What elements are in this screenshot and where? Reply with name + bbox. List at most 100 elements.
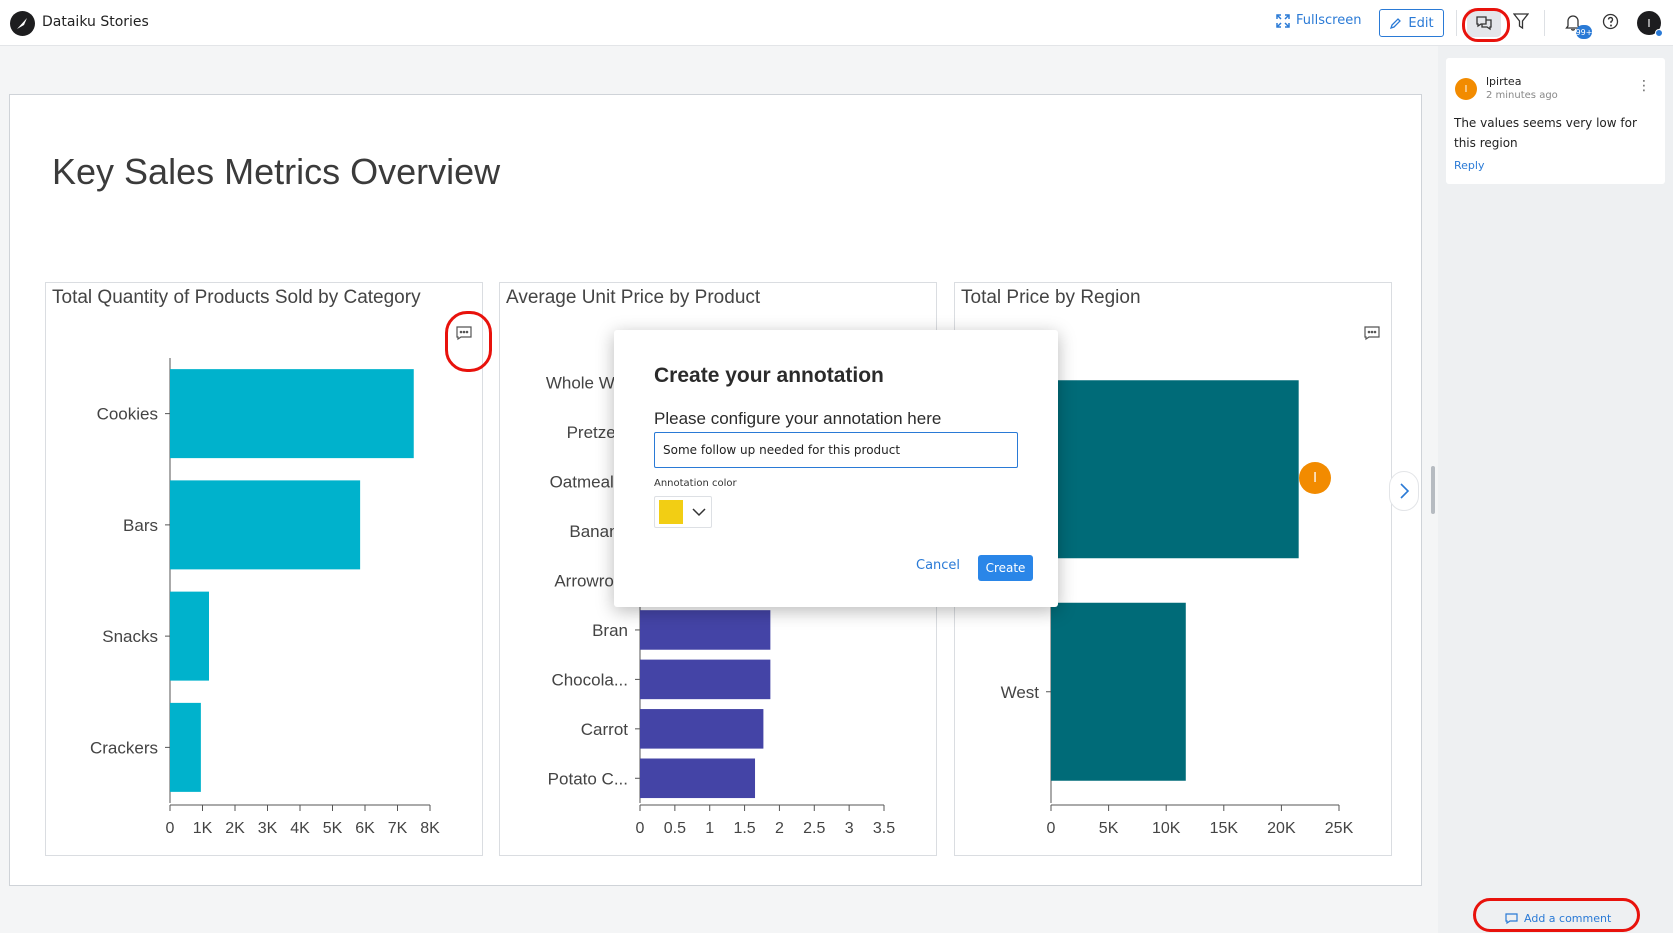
toolbar-divider-2 [1544, 10, 1545, 36]
x-tick-label: 15K [1210, 820, 1239, 837]
panel-resize-handle[interactable] [1431, 466, 1435, 514]
chevron-right-icon [1400, 483, 1410, 499]
fullscreen-icon [1276, 13, 1290, 28]
edit-label: Edit [1408, 15, 1434, 31]
add-comment-label: Add a comment [1524, 912, 1612, 925]
category-label: Crackers [90, 738, 158, 757]
annotation-marker-label: I [1313, 470, 1317, 486]
color-swatch [659, 500, 683, 524]
x-tick-label: 3 [845, 820, 854, 837]
comment-reply-link[interactable]: Reply [1454, 159, 1485, 172]
x-tick-label: 1 [705, 820, 714, 837]
bar [1051, 602, 1186, 781]
x-tick-label: 5K [1099, 820, 1119, 837]
x-tick-label: 1.5 [733, 820, 755, 837]
modal-subtitle: Please configure your annotation here [654, 409, 942, 428]
x-tick-label: 0 [1047, 820, 1056, 837]
x-tick-label: 20K [1267, 820, 1296, 837]
comments-toggle-button[interactable] [1467, 9, 1501, 37]
bar [170, 369, 414, 459]
category-label: West [1001, 683, 1040, 702]
x-tick-label: 3K [258, 820, 278, 837]
app-title: Dataiku Stories [42, 14, 149, 30]
x-tick-label: 4K [290, 820, 310, 837]
bar [640, 758, 756, 799]
chart-title: Total Quantity of Products Sold by Categ… [52, 287, 421, 308]
next-slide-button[interactable] [1389, 471, 1419, 511]
x-tick-label: 0 [636, 820, 645, 837]
comment-author: lpirtea [1486, 75, 1522, 88]
chart-panel-quantity: Total Quantity of Products Sold by Categ… [45, 282, 483, 856]
comment-more-icon[interactable]: ⋮ [1637, 78, 1651, 94]
chart-price-by-region: West 0 5K 10K 15K 20K 25K [1001, 358, 1354, 837]
slide-title: Key Sales Metrics Overview [52, 151, 501, 192]
bar [170, 480, 361, 570]
user-initial: I [1647, 16, 1651, 30]
bar [1051, 380, 1299, 559]
x-tick-label: 6K [355, 820, 375, 837]
category-label: Pretzels [567, 423, 628, 442]
comment-icon [1505, 912, 1518, 924]
bar [640, 709, 764, 749]
annotation-text-input[interactable] [654, 432, 1018, 468]
category-label: Snacks [102, 627, 158, 646]
bar [170, 702, 201, 792]
comment-timestamp: 2 minutes ago [1486, 90, 1558, 101]
x-tick-label: 7K [388, 820, 408, 837]
comment-avatar: I [1455, 78, 1477, 100]
x-tick-label: 2K [225, 820, 245, 837]
comment-text: The values seems very low for this regio… [1454, 116, 1637, 150]
edit-button[interactable]: Edit [1379, 9, 1444, 37]
comments-icon [1476, 16, 1492, 31]
annotation-color-picker[interactable] [654, 496, 712, 528]
bar [640, 610, 771, 650]
x-tick-label: 3.5 [873, 820, 895, 837]
category-label: Whole W... [546, 374, 628, 393]
x-tick-label: 2 [775, 820, 784, 837]
x-tick-label: 5K [323, 820, 343, 837]
annotation-color-label: Annotation color [654, 478, 737, 489]
modal-title: Create your annotation [654, 364, 884, 387]
user-avatar[interactable]: I [1637, 11, 1663, 37]
category-label: Arrowroot [554, 572, 628, 591]
x-tick-label: 0.5 [664, 820, 686, 837]
comments-sidebar: I lpirtea 2 minutes ago ⋮ The values see… [1438, 46, 1673, 933]
category-label: Cookies [97, 405, 158, 424]
category-label: Bran [592, 621, 628, 640]
help-icon[interactable] [1602, 13, 1619, 34]
fullscreen-button[interactable]: Fullscreen [1276, 13, 1361, 28]
chevron-down-icon [692, 507, 706, 516]
status-dot [1655, 29, 1663, 37]
top-bar: Dataiku Stories Fullscreen Edit 99+ I [0, 0, 1673, 46]
dataiku-logo-icon[interactable] [10, 11, 35, 36]
cancel-button[interactable]: Cancel [916, 558, 961, 573]
create-button[interactable]: Create [978, 555, 1033, 581]
notifications-badge: 99+ [1576, 25, 1592, 39]
x-tick-label: 2.5 [803, 820, 825, 837]
chart-comment-icon[interactable] [1363, 325, 1381, 345]
chart-comment-icon[interactable] [455, 325, 473, 345]
chart-unit-price-by-product: Whole W... Pretzels Oatmeal... Banana Arrowr… [546, 358, 895, 837]
category-label: Banana [569, 522, 628, 541]
fullscreen-label: Fullscreen [1296, 13, 1362, 28]
x-tick-label: 0 [166, 820, 175, 837]
category-label: Potato C... [548, 769, 628, 788]
category-label: Bars [123, 516, 158, 535]
chart-title: Average Unit Price by Product [506, 287, 761, 308]
bar [170, 591, 209, 681]
category-label: Carrot [581, 720, 629, 739]
toolbar-divider [1456, 10, 1457, 36]
pencil-icon [1390, 17, 1402, 29]
create-annotation-modal: Create your annotation Please configure … [614, 330, 1058, 607]
comment-avatar-initial: I [1464, 83, 1468, 95]
category-label: Oatmeal... [550, 473, 628, 492]
x-tick-label: 1K [193, 820, 213, 837]
bar [640, 659, 771, 700]
filter-icon[interactable] [1512, 13, 1530, 34]
add-comment-button[interactable]: Add a comment [1505, 912, 1611, 925]
annotation-marker[interactable]: I [1299, 462, 1331, 494]
chart-quantity-by-category: Cookies Bars Snacks Crackers 0 1K 2K 3K 4K 5K 6K 7K… [90, 358, 440, 837]
category-label: Chocola... [551, 670, 628, 689]
comment-card: I lpirtea 2 minutes ago ⋮ The values see… [1446, 58, 1665, 184]
chart-title: Total Price by Region [961, 287, 1141, 308]
